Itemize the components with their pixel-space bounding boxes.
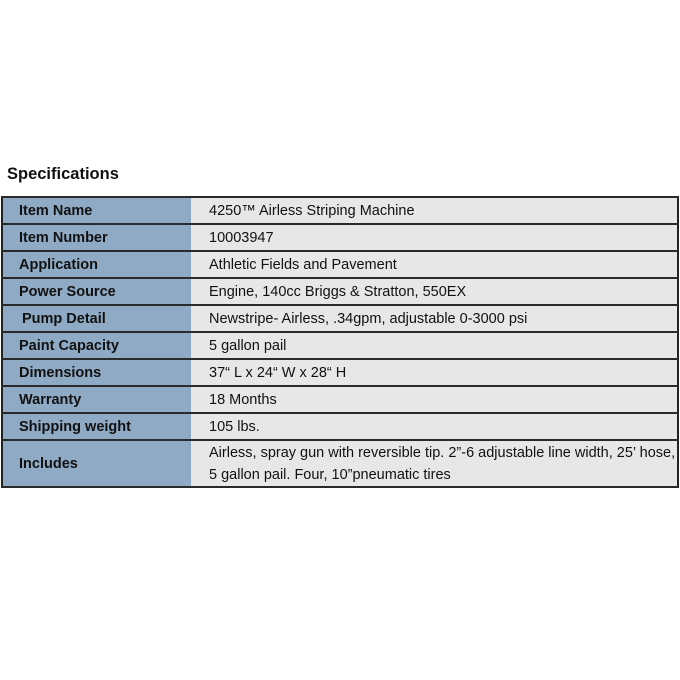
table-row: Warranty 18 Months bbox=[2, 385, 678, 414]
spec-value: 5 gallon pail bbox=[190, 331, 678, 360]
table-row: Item Name 4250™ Airless Striping Machine bbox=[2, 196, 678, 225]
spec-value: Engine, 140cc Briggs & Stratton, 550EX bbox=[190, 277, 678, 306]
spec-label: Shipping weight bbox=[2, 412, 191, 441]
table-row: Pump Detail Newstripe- Airless, .34gpm, a… bbox=[2, 304, 678, 333]
table-row: Paint Capacity 5 gallon pail bbox=[2, 331, 678, 360]
spec-label: Application bbox=[2, 250, 191, 279]
specifications-table: Item Name 4250™ Airless Striping Machine I… bbox=[1, 196, 679, 488]
spec-label: Warranty bbox=[2, 385, 191, 414]
spec-value: 37“ L x 24“ W x 28“ H bbox=[190, 358, 678, 387]
spec-value: Athletic Fields and Pavement bbox=[190, 250, 678, 279]
page-title: Specifications bbox=[7, 165, 119, 183]
spec-value: 105 lbs. bbox=[190, 412, 678, 441]
spec-label: Item Name bbox=[2, 196, 191, 225]
spec-label: Power Source bbox=[2, 277, 191, 306]
spec-value: Newstripe- Airless, .34gpm, adjustable 0… bbox=[190, 304, 678, 333]
spec-value: Airless, spray gun with reversible tip. … bbox=[190, 439, 678, 488]
spec-label: Item Number bbox=[2, 223, 191, 252]
spec-label: Pump Detail bbox=[2, 304, 191, 333]
spec-label: Paint Capacity bbox=[2, 331, 191, 360]
spec-label: Includes bbox=[2, 439, 191, 488]
table-row: Application Athletic Fields and Pavement bbox=[2, 250, 678, 279]
table-row: Includes Airless, spray gun with reversib… bbox=[2, 439, 678, 488]
table-row: Dimensions 37“ L x 24“ W x 28“ H bbox=[2, 358, 678, 387]
spec-value: 4250™ Airless Striping Machine bbox=[190, 196, 678, 225]
table-row: Shipping weight 105 lbs. bbox=[2, 412, 678, 441]
spec-label: Dimensions bbox=[2, 358, 191, 387]
spec-value: 10003947 bbox=[190, 223, 678, 252]
table-row: Power Source Engine, 140cc Briggs & Strat… bbox=[2, 277, 678, 306]
table-row: Item Number 10003947 bbox=[2, 223, 678, 252]
spec-value: 18 Months bbox=[190, 385, 678, 414]
